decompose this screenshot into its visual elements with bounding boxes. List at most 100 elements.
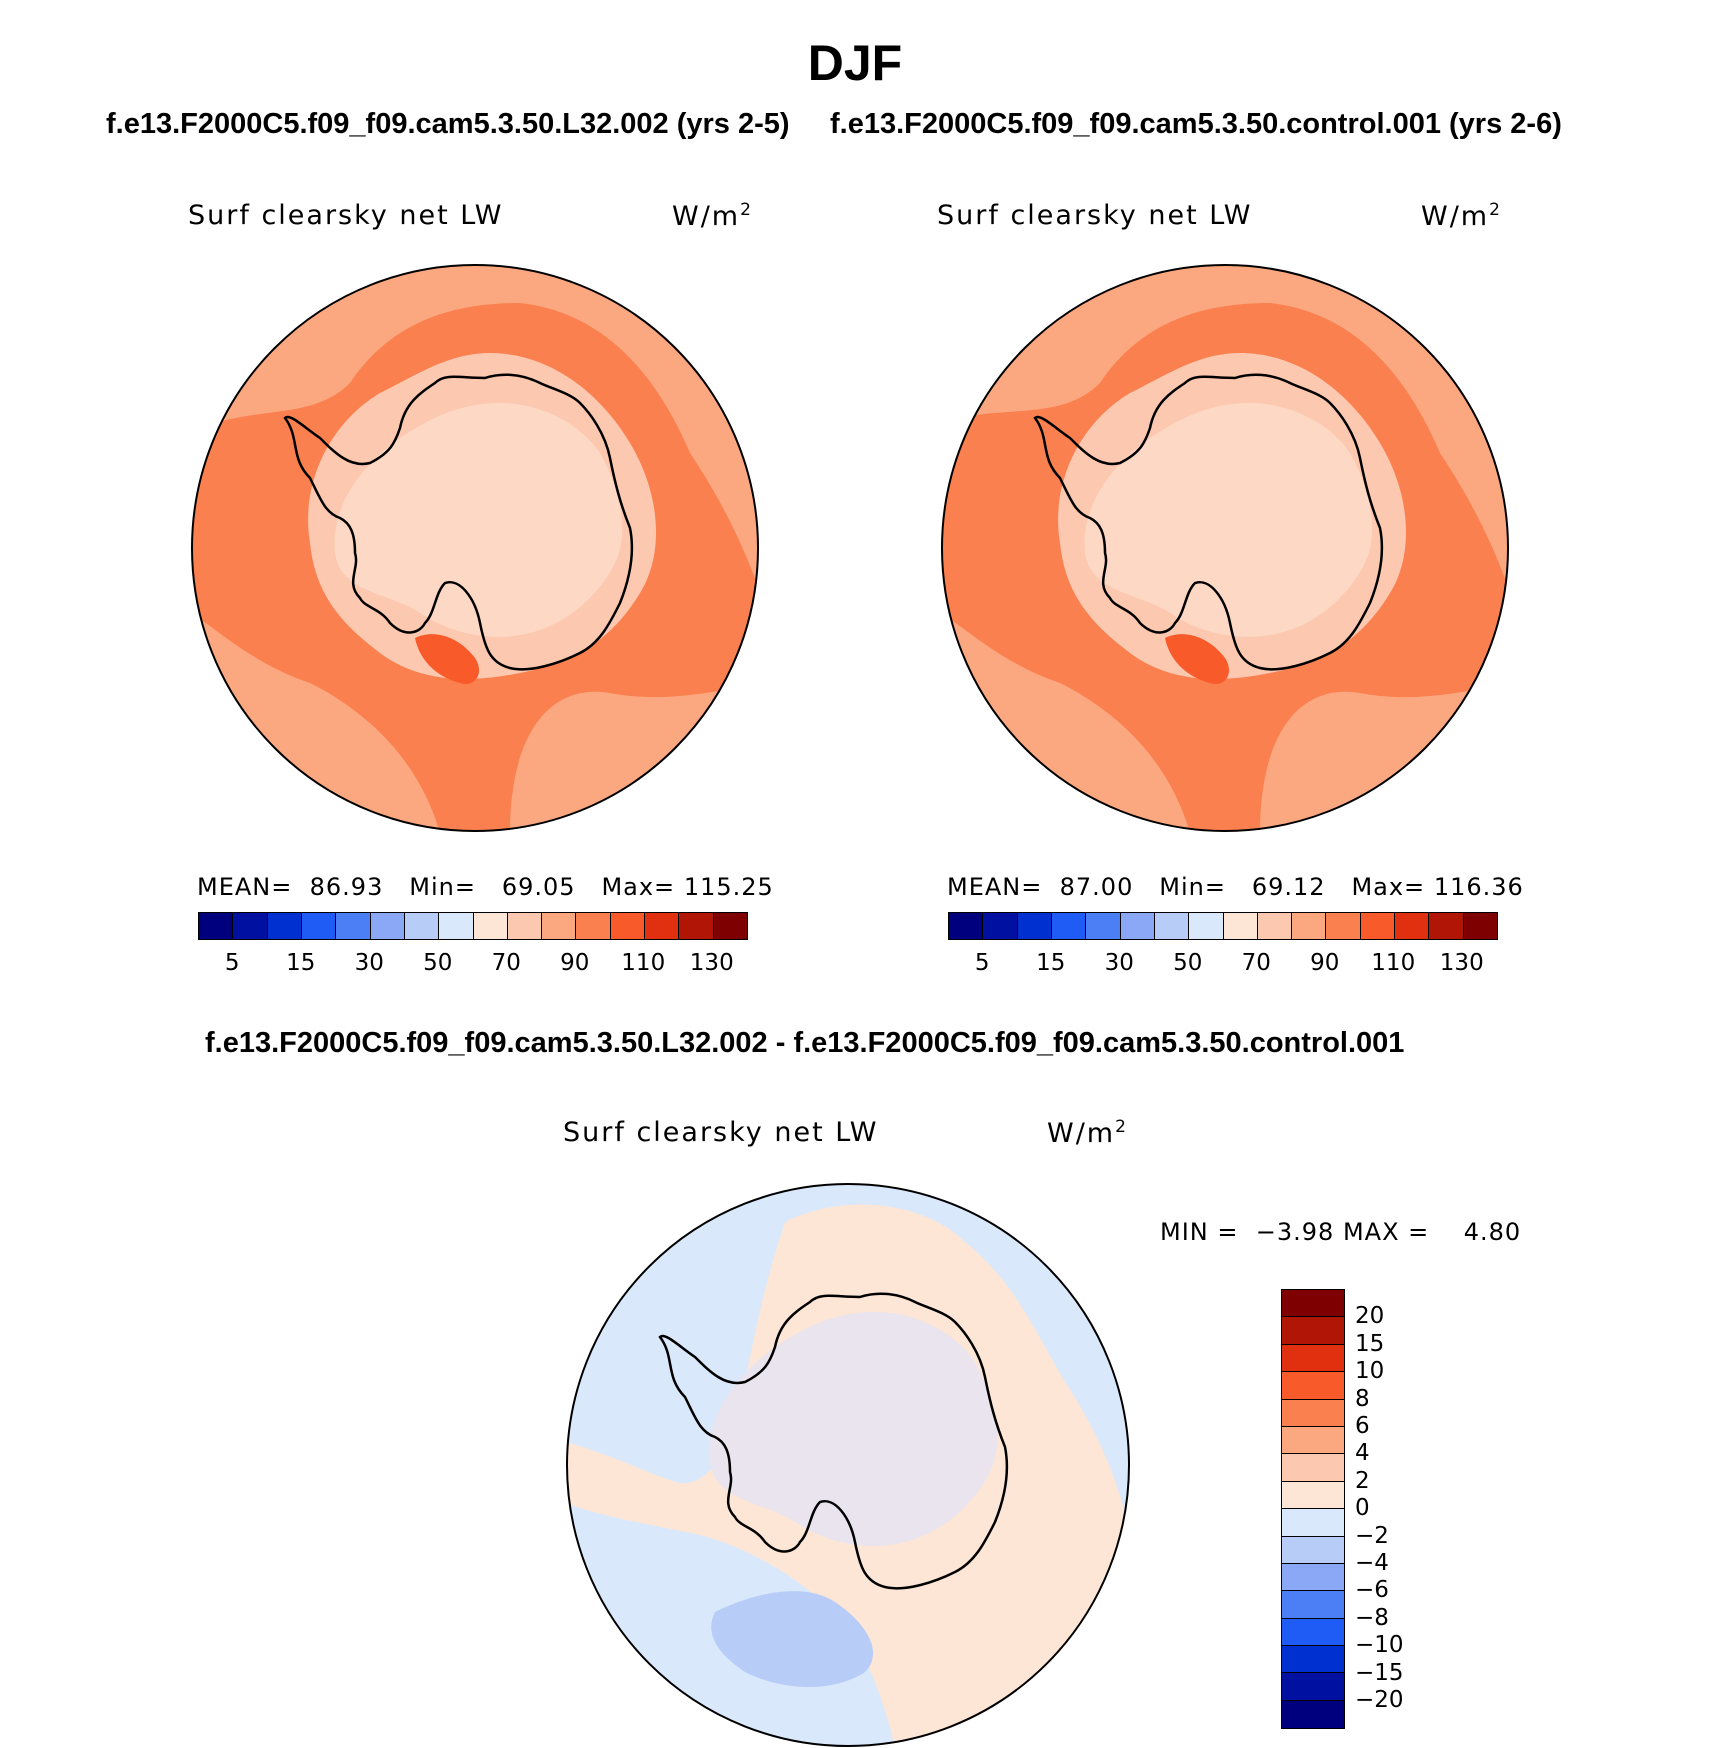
left-colorbar-ticks: 5 15 30 50 70 90 110 130 bbox=[198, 950, 746, 980]
diff-units-label: W/m2 bbox=[1047, 1117, 1128, 1149]
diff-colorbar-ticks: 20 15 10 8 6 4 2 0 −2 −4 −6 −8 −10 −15 −20 bbox=[1355, 1289, 1435, 1729]
colorbar-cell bbox=[233, 913, 268, 939]
colorbar-tick-label: 50 bbox=[1173, 950, 1203, 976]
colorbar-cell bbox=[1051, 913, 1087, 939]
colorbar-cell bbox=[1282, 1673, 1344, 1701]
colorbar-cell bbox=[370, 913, 405, 939]
colorbar-cell bbox=[1282, 1344, 1344, 1373]
colorbar-tick-label: −15 bbox=[1355, 1659, 1404, 1686]
colorbar-cell bbox=[1189, 913, 1224, 939]
colorbar-tick-label: 20 bbox=[1355, 1303, 1385, 1330]
colorbar-cell bbox=[473, 913, 508, 939]
left-colorbar bbox=[198, 912, 748, 940]
ross-sea-warm-field bbox=[415, 634, 480, 684]
colorbar-cell bbox=[336, 913, 371, 939]
colorbar-tick-label: 110 bbox=[1371, 950, 1416, 976]
colorbar-tick-label: 30 bbox=[354, 950, 384, 976]
colorbar-cell bbox=[1282, 1399, 1344, 1427]
colorbar-cell bbox=[1292, 913, 1327, 939]
right-polar-map bbox=[941, 264, 1509, 832]
colorbar-tick-label: 130 bbox=[689, 950, 734, 976]
colorbar-tick-label: 130 bbox=[1439, 950, 1484, 976]
colorbar-tick-label: 4 bbox=[1355, 1440, 1370, 1467]
main-title: DJF bbox=[807, 35, 903, 91]
diff-variable-label: Surf clearsky net LW bbox=[563, 1117, 879, 1148]
colorbar-tick-label: −6 bbox=[1355, 1577, 1389, 1604]
colorbar-tick-label: 5 bbox=[974, 950, 990, 976]
colorbar-cell bbox=[1257, 913, 1293, 939]
colorbar-tick-label: 90 bbox=[1310, 950, 1340, 976]
diff-colorbar bbox=[1281, 1289, 1345, 1730]
colorbar-tick-label: −10 bbox=[1355, 1632, 1404, 1659]
right-stats: MEAN= 87.00 Min= 69.12 Max= 116.36 bbox=[947, 873, 1524, 901]
diff-case-title: f.e13.F2000C5.f09_f09.cam5.3.50.L32.002 … bbox=[205, 1027, 1405, 1059]
colorbar-tick-label: 2 bbox=[1355, 1467, 1370, 1494]
colorbar-cell bbox=[576, 913, 611, 939]
colorbar-cell bbox=[1282, 1290, 1344, 1318]
colorbar-cell bbox=[1282, 1454, 1344, 1482]
right-colorbar-ticks: 5 15 30 50 70 90 110 130 bbox=[948, 950, 1496, 980]
colorbar-cell bbox=[713, 913, 747, 939]
antarctic-interior-field bbox=[334, 403, 623, 637]
colorbar-cell bbox=[949, 913, 984, 939]
left-units-label: W/m2 bbox=[672, 200, 753, 232]
colorbar-cell bbox=[1463, 913, 1497, 939]
colorbar-cell bbox=[1429, 913, 1464, 939]
right-variable-label: Surf clearsky net LW bbox=[937, 200, 1253, 231]
colorbar-cell bbox=[1282, 1700, 1344, 1729]
colorbar-cell bbox=[1154, 913, 1190, 939]
colorbar-cell bbox=[1360, 913, 1396, 939]
colorbar-tick-label: 70 bbox=[1241, 950, 1271, 976]
colorbar-cell bbox=[1282, 1481, 1344, 1510]
colorbar-cell bbox=[1120, 913, 1155, 939]
colorbar-cell bbox=[199, 913, 234, 939]
colorbar-cell bbox=[1282, 1536, 1344, 1564]
colorbar-cell bbox=[983, 913, 1018, 939]
colorbar-cell bbox=[1282, 1426, 1344, 1455]
diff-minmax: MIN = −3.98 MAX = 4.80 bbox=[1160, 1218, 1522, 1246]
colorbar-tick-label: 0 bbox=[1355, 1495, 1370, 1522]
right-case-title: f.e13.F2000C5.f09_f09.cam5.3.50.control.… bbox=[830, 108, 1562, 140]
colorbar-cell bbox=[1282, 1372, 1344, 1400]
colorbar-cell bbox=[679, 913, 714, 939]
diff-polar-map bbox=[566, 1183, 1130, 1747]
colorbar-tick-label: −2 bbox=[1355, 1522, 1389, 1549]
coastline bbox=[658, 1292, 1009, 1590]
antarctic-interior-field bbox=[1084, 403, 1373, 637]
right-units-label: W/m2 bbox=[1421, 200, 1502, 232]
colorbar-tick-label: 50 bbox=[423, 950, 453, 976]
colorbar-cell bbox=[1282, 1509, 1344, 1537]
colorbar-cell bbox=[1395, 913, 1430, 939]
colorbar-cell bbox=[1223, 913, 1258, 939]
cool-anomaly-field bbox=[711, 1591, 874, 1687]
colorbar-tick-label: 6 bbox=[1355, 1413, 1370, 1439]
left-stats: MEAN= 86.93 Min= 69.05 Max= 115.25 bbox=[197, 873, 774, 901]
colorbar-tick-label: 15 bbox=[1036, 950, 1066, 976]
colorbar-cell bbox=[1326, 913, 1361, 939]
colorbar-tick-label: 15 bbox=[1355, 1330, 1385, 1357]
left-case-title: f.e13.F2000C5.f09_f09.cam5.3.50.L32.002 … bbox=[106, 108, 790, 140]
colorbar-tick-label: −4 bbox=[1355, 1550, 1389, 1576]
colorbar-cell bbox=[439, 913, 474, 939]
colorbar-tick-label: 8 bbox=[1355, 1385, 1370, 1412]
colorbar-tick-label: 15 bbox=[286, 950, 316, 976]
colorbar-tick-label: −8 bbox=[1355, 1604, 1389, 1631]
colorbar-tick-label: 30 bbox=[1104, 950, 1134, 976]
right-colorbar bbox=[948, 912, 1498, 940]
coastline bbox=[283, 373, 634, 671]
colorbar-tick-label: 90 bbox=[560, 950, 590, 976]
left-variable-label: Surf clearsky net LW bbox=[188, 200, 504, 231]
colorbar-cell bbox=[1282, 1563, 1344, 1592]
colorbar-cell bbox=[1282, 1317, 1344, 1345]
colorbar-cell bbox=[267, 913, 302, 939]
colorbar-tick-label: −20 bbox=[1355, 1687, 1404, 1713]
colorbar-tick-label: 110 bbox=[621, 950, 666, 976]
colorbar-tick-label: 10 bbox=[1355, 1358, 1385, 1385]
colorbar-tick-label: 5 bbox=[224, 950, 240, 976]
colorbar-cell bbox=[1086, 913, 1121, 939]
colorbar-cell bbox=[1282, 1618, 1344, 1647]
colorbar-cell bbox=[542, 913, 577, 939]
colorbar-cell bbox=[645, 913, 680, 939]
colorbar-tick-label: 70 bbox=[491, 950, 521, 976]
colorbar-cell bbox=[610, 913, 646, 939]
